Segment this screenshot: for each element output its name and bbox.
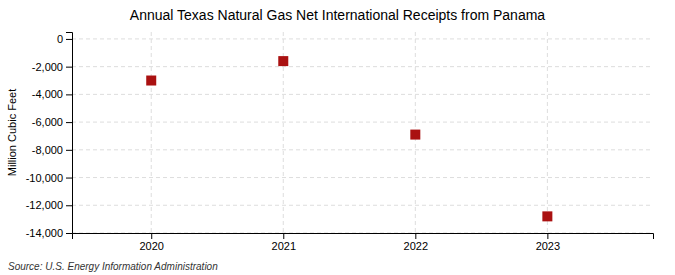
- x-tick: 2023: [536, 233, 560, 252]
- y-tick-label: -10,000: [26, 172, 63, 184]
- point: [542, 211, 552, 221]
- y-tick-mark: [66, 233, 72, 234]
- y-grid-line: [72, 66, 653, 67]
- y-tick-mark: [66, 67, 72, 68]
- plot: 2020 2021 2022 2023 0 -2,000 -4,000 -6,000 -8,00…: [26, 32, 654, 252]
- title: Annual Texas Natural Gas Net Internation…: [130, 7, 546, 23]
- x-tick: 2022: [404, 233, 428, 252]
- y-tick: -8,000: [32, 144, 72, 156]
- y-tick-label: -12,000: [26, 199, 63, 211]
- y-axis-line: [66, 33, 73, 234]
- point: [410, 130, 420, 140]
- x-tick-label: 2022: [404, 240, 428, 252]
- y-grid-line: [72, 149, 653, 150]
- y-tick-mark: [66, 150, 72, 151]
- x-axis-line: [73, 234, 654, 240]
- y-grid-line: [72, 122, 653, 123]
- y-axis-title: Million Cubic Feet: [6, 89, 18, 176]
- x-tick-label: 2020: [139, 240, 163, 252]
- y-tick: -2,000: [32, 61, 72, 73]
- y-grid-line: [72, 205, 653, 206]
- y-grid-line: [72, 38, 653, 39]
- x-grid-line: [151, 32, 152, 233]
- y-axis: 0 -2,000 -4,000 -6,000 -8,000 -10,000 -12,000 -…: [26, 33, 73, 240]
- y-tick-mark: [66, 205, 72, 206]
- y-grid-line: [72, 177, 653, 178]
- x-tick-mark: [547, 233, 548, 239]
- x-tick-mark: [151, 233, 152, 239]
- y-tick-mark: [66, 94, 72, 95]
- y-grid-line: [72, 94, 653, 95]
- y-tick-label: -2,000: [32, 61, 63, 73]
- y-tick-label: -8,000: [32, 144, 63, 156]
- y-tick-label: -4,000: [32, 88, 63, 100]
- y-tick-mark: [66, 178, 72, 179]
- grid: [72, 32, 653, 233]
- y-tick: -6,000: [32, 116, 72, 128]
- y-tick-label: 0: [57, 33, 63, 45]
- x-tick-label: 2023: [536, 240, 560, 252]
- x-grid-line: [547, 32, 548, 233]
- y-tick: 0: [57, 33, 72, 45]
- chart: 2020 2021 2022 2023 0 -2,000 -4,000 -6,000 -8,00…: [0, 0, 675, 275]
- point: [146, 76, 156, 86]
- y-tick: -12,000: [26, 199, 72, 211]
- x-tick-label: 2021: [272, 240, 296, 252]
- x-tick: 2020: [139, 233, 163, 252]
- y-tick-label: -6,000: [32, 116, 63, 128]
- y-tick: -10,000: [26, 172, 72, 184]
- y-tick: -4,000: [32, 88, 72, 100]
- points: [146, 56, 552, 221]
- x-tick: 2021: [272, 233, 296, 252]
- y-tick-label: -14,000: [26, 227, 63, 239]
- y-tick-mark: [66, 39, 72, 40]
- y-tick-mark: [66, 122, 72, 123]
- x-axis: 2020 2021 2022 2023: [73, 233, 654, 252]
- x-tick-mark: [415, 233, 416, 239]
- y-tick: -14,000: [26, 227, 72, 239]
- point: [278, 56, 288, 66]
- source: Source: U.S. Energy Information Administ…: [8, 261, 218, 272]
- x-tick-mark: [283, 233, 284, 239]
